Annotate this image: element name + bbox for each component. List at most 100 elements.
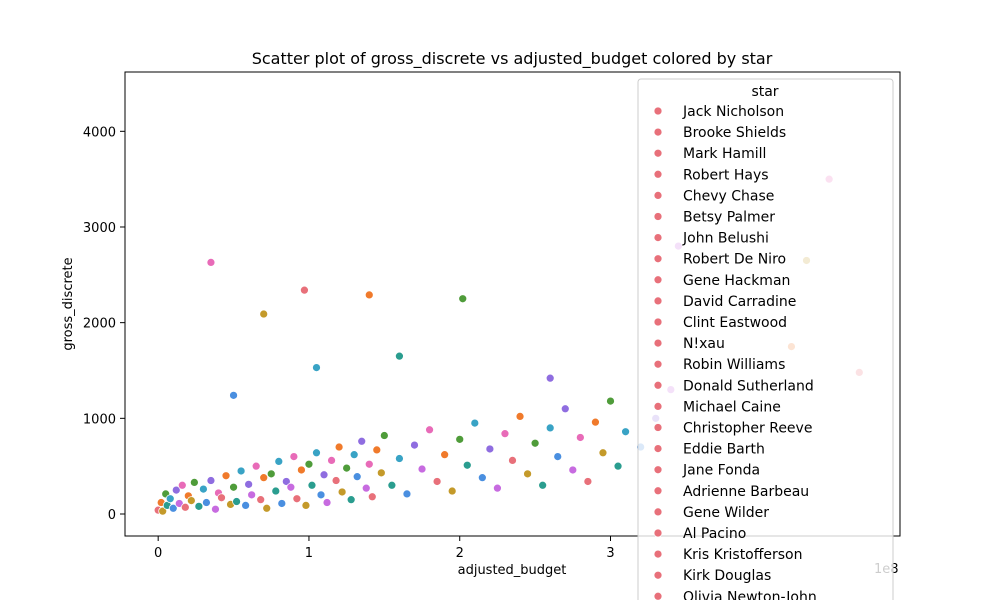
legend-entry-label: Gene Wilder — [683, 505, 769, 521]
legend-marker — [653, 549, 663, 559]
data-point — [485, 444, 495, 454]
legend-marker — [653, 402, 663, 411]
data-point — [177, 480, 187, 490]
data-point — [500, 429, 510, 439]
data-point — [206, 476, 216, 485]
legend-entry-label: Jane Fonda — [682, 463, 760, 479]
data-point — [598, 448, 608, 458]
y-tick-label: 1000 — [83, 412, 116, 427]
legend-marker — [653, 275, 663, 285]
legend-marker — [653, 570, 663, 580]
data-point — [241, 501, 250, 510]
legend-marker — [653, 380, 663, 390]
data-point — [300, 285, 309, 295]
legend-box — [637, 78, 894, 600]
data-point — [621, 427, 630, 437]
data-point — [538, 480, 548, 490]
y-tick-label: 4000 — [83, 125, 116, 140]
data-point — [395, 351, 404, 361]
legend-marker — [653, 507, 663, 517]
data-point — [395, 454, 404, 463]
data-point — [180, 502, 190, 512]
data-point — [259, 309, 269, 319]
legend-marker — [653, 296, 663, 306]
data-point — [364, 459, 374, 469]
data-point — [432, 477, 442, 486]
data-point — [236, 466, 246, 476]
data-point — [458, 294, 468, 304]
data-point — [247, 490, 257, 500]
data-point — [493, 483, 502, 493]
legend-entry-label: Kris Kristofferson — [683, 547, 803, 563]
data-point — [301, 501, 311, 510]
legend-marker — [653, 528, 663, 538]
chart-title: Scatter plot of gross_discrete vs adjust… — [252, 49, 773, 69]
x-tick-label: 0 — [154, 546, 162, 561]
data-point — [256, 495, 266, 505]
data-point — [334, 442, 344, 452]
data-point — [364, 290, 374, 300]
legend-entry-label: Gene Hackman — [683, 273, 790, 289]
data-point — [316, 490, 326, 500]
data-point — [357, 436, 367, 446]
data-point — [553, 452, 563, 461]
data-point — [575, 433, 585, 442]
legend-marker — [653, 191, 663, 200]
data-point — [455, 434, 465, 444]
data-point — [583, 477, 593, 486]
data-point — [568, 465, 578, 475]
data-point — [545, 373, 555, 383]
data-point — [346, 495, 356, 505]
data-point — [202, 498, 211, 507]
legend-entry-label: Donald Sutherland — [683, 378, 814, 394]
data-point — [312, 448, 321, 458]
data-point — [271, 486, 281, 496]
data-point — [331, 476, 341, 485]
x-tick-label: 2 — [456, 546, 464, 561]
data-point — [402, 489, 412, 499]
data-point — [361, 483, 371, 493]
data-point — [286, 482, 296, 492]
data-point — [470, 418, 480, 428]
data-point — [319, 470, 329, 480]
data-point — [211, 504, 220, 514]
data-point — [266, 469, 276, 479]
legend-entry-label: David Carradine — [683, 294, 796, 310]
data-point — [417, 464, 427, 474]
data-point — [508, 456, 517, 465]
legend-entry-label: Robin Williams — [683, 357, 785, 373]
legend-entry-label: Mark Hamill — [683, 146, 766, 162]
legend-marker — [653, 444, 663, 453]
legend-title: star — [751, 84, 778, 100]
data-point — [337, 487, 347, 497]
data-point — [440, 450, 450, 460]
data-point — [262, 503, 272, 513]
data-point — [447, 486, 457, 496]
data-point — [304, 459, 314, 469]
legend-marker — [653, 212, 663, 221]
y-axis-ticks: 0 1000 2000 3000 4000 — [83, 125, 125, 523]
data-point — [425, 425, 434, 435]
data-point — [158, 506, 168, 516]
legend-entry-label: John Belushi — [682, 231, 769, 247]
data-point — [606, 396, 615, 406]
legend-marker — [653, 254, 663, 264]
data-point — [297, 465, 306, 475]
x-tick-label: 1 — [305, 546, 313, 561]
legend-entry-label: Robert Hays — [683, 167, 769, 183]
y-tick-label: 3000 — [83, 221, 116, 236]
legend-marker — [653, 169, 663, 179]
x-axis-label: adjusted_budget — [458, 563, 567, 578]
data-point — [523, 469, 532, 479]
data-point — [376, 468, 386, 478]
data-point — [277, 499, 287, 508]
data-point — [206, 258, 216, 267]
x-axis-ticks: 0 1 2 3 — [154, 536, 615, 561]
legend-entry-label: Betsy Palmer — [683, 210, 775, 226]
legend-entry-label: Clint Eastwood — [683, 315, 787, 331]
data-point — [289, 452, 299, 461]
data-point — [274, 457, 284, 466]
legend-marker — [653, 148, 663, 158]
